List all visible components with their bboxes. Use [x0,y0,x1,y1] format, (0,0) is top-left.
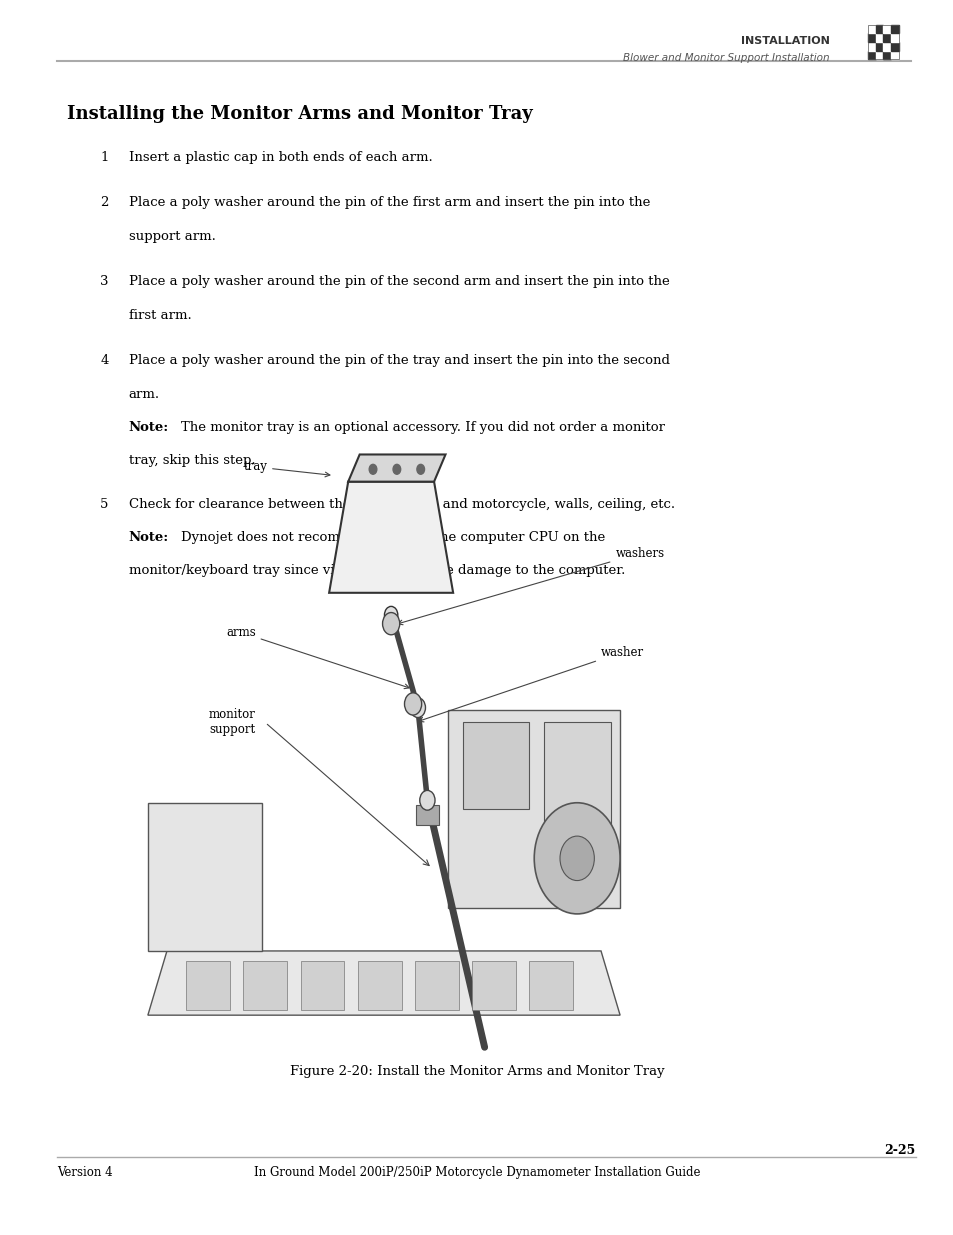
Polygon shape [348,454,445,482]
Text: 3: 3 [100,275,109,289]
Text: arm.: arm. [129,388,160,401]
Circle shape [404,693,421,715]
Text: Check for clearance between the monitor arm and motorcycle, walls, ceiling, etc.: Check for clearance between the monitor … [129,498,674,511]
Circle shape [410,698,425,718]
Bar [890,51,898,59]
Text: Place a poly washer around the pin of the first arm and insert the pin into the: Place a poly washer around the pin of th… [129,196,650,210]
Text: 5: 5 [100,498,109,511]
Text: Place a poly washer around the pin of the second arm and insert the pin into the: Place a poly washer around the pin of th… [129,275,669,289]
Bar [415,961,458,1010]
Text: washers: washers [397,547,663,625]
Bar [875,25,882,33]
Bar [890,42,898,51]
Text: 2: 2 [100,196,109,210]
Bar [867,25,875,33]
Circle shape [416,464,424,474]
Bar [882,51,890,59]
Text: monitor
support: monitor support [209,709,255,736]
Bar [890,25,898,33]
Bar [148,803,262,951]
Bar [462,722,529,809]
Bar [448,710,619,908]
Text: washer: washer [418,646,643,722]
Circle shape [369,464,376,474]
Text: Version 4: Version 4 [57,1166,112,1179]
Text: INSTALLATION: INSTALLATION [740,36,829,46]
Text: Insert a plastic cap in both ends of each arm.: Insert a plastic cap in both ends of eac… [129,151,432,164]
Polygon shape [148,951,619,1015]
Bar [867,42,875,51]
Bar [243,961,287,1010]
Bar [890,33,898,42]
Text: support arm.: support arm. [129,230,215,243]
Bar [357,961,401,1010]
Circle shape [382,613,399,635]
Bar [543,722,610,834]
Circle shape [559,836,594,881]
Text: Dynojet does not recommend placing the computer CPU on the: Dynojet does not recommend placing the c… [181,531,605,545]
Circle shape [419,790,435,810]
Text: In Ground Model 200iP/250iP Motorcycle Dynamometer Installation Guide: In Ground Model 200iP/250iP Motorcycle D… [253,1166,700,1179]
Bar [300,961,344,1010]
Circle shape [384,606,397,624]
Circle shape [534,803,619,914]
Bar [875,42,882,51]
Bar [529,961,573,1010]
Bar [882,42,890,51]
Text: tray: tray [243,461,330,477]
Text: Note:: Note: [129,421,169,435]
Polygon shape [329,482,453,593]
Bar [882,25,890,33]
Bar [867,51,875,59]
Bar [186,961,230,1010]
Bar [875,33,882,42]
Text: Installing the Monitor Arms and Monitor Tray: Installing the Monitor Arms and Monitor … [67,105,532,124]
Bar [882,33,890,42]
Text: The monitor tray is an optional accessory. If you did not order a monitor: The monitor tray is an optional accessor… [181,421,664,435]
Bar [416,805,438,825]
Bar [472,961,516,1010]
Bar [867,25,898,59]
Text: Figure 2-20: Install the Monitor Arms and Monitor Tray: Figure 2-20: Install the Monitor Arms an… [290,1065,663,1078]
Text: Blower and Monitor Support Installation: Blower and Monitor Support Installation [622,53,829,63]
Text: 2-25: 2-25 [883,1144,915,1157]
Circle shape [393,464,400,474]
Text: 4: 4 [100,354,109,368]
Text: arms: arms [226,626,409,689]
Text: first arm.: first arm. [129,309,192,322]
Bar [867,33,875,42]
Text: Note:: Note: [129,531,169,545]
Text: Place a poly washer around the pin of the tray and insert the pin into the secon: Place a poly washer around the pin of th… [129,354,669,368]
Text: monitor/keyboard tray since vibration can cause damage to the computer.: monitor/keyboard tray since vibration ca… [129,564,624,578]
Bar [875,51,882,59]
Text: tray, skip this step.: tray, skip this step. [129,454,255,468]
Text: 1: 1 [100,151,109,164]
